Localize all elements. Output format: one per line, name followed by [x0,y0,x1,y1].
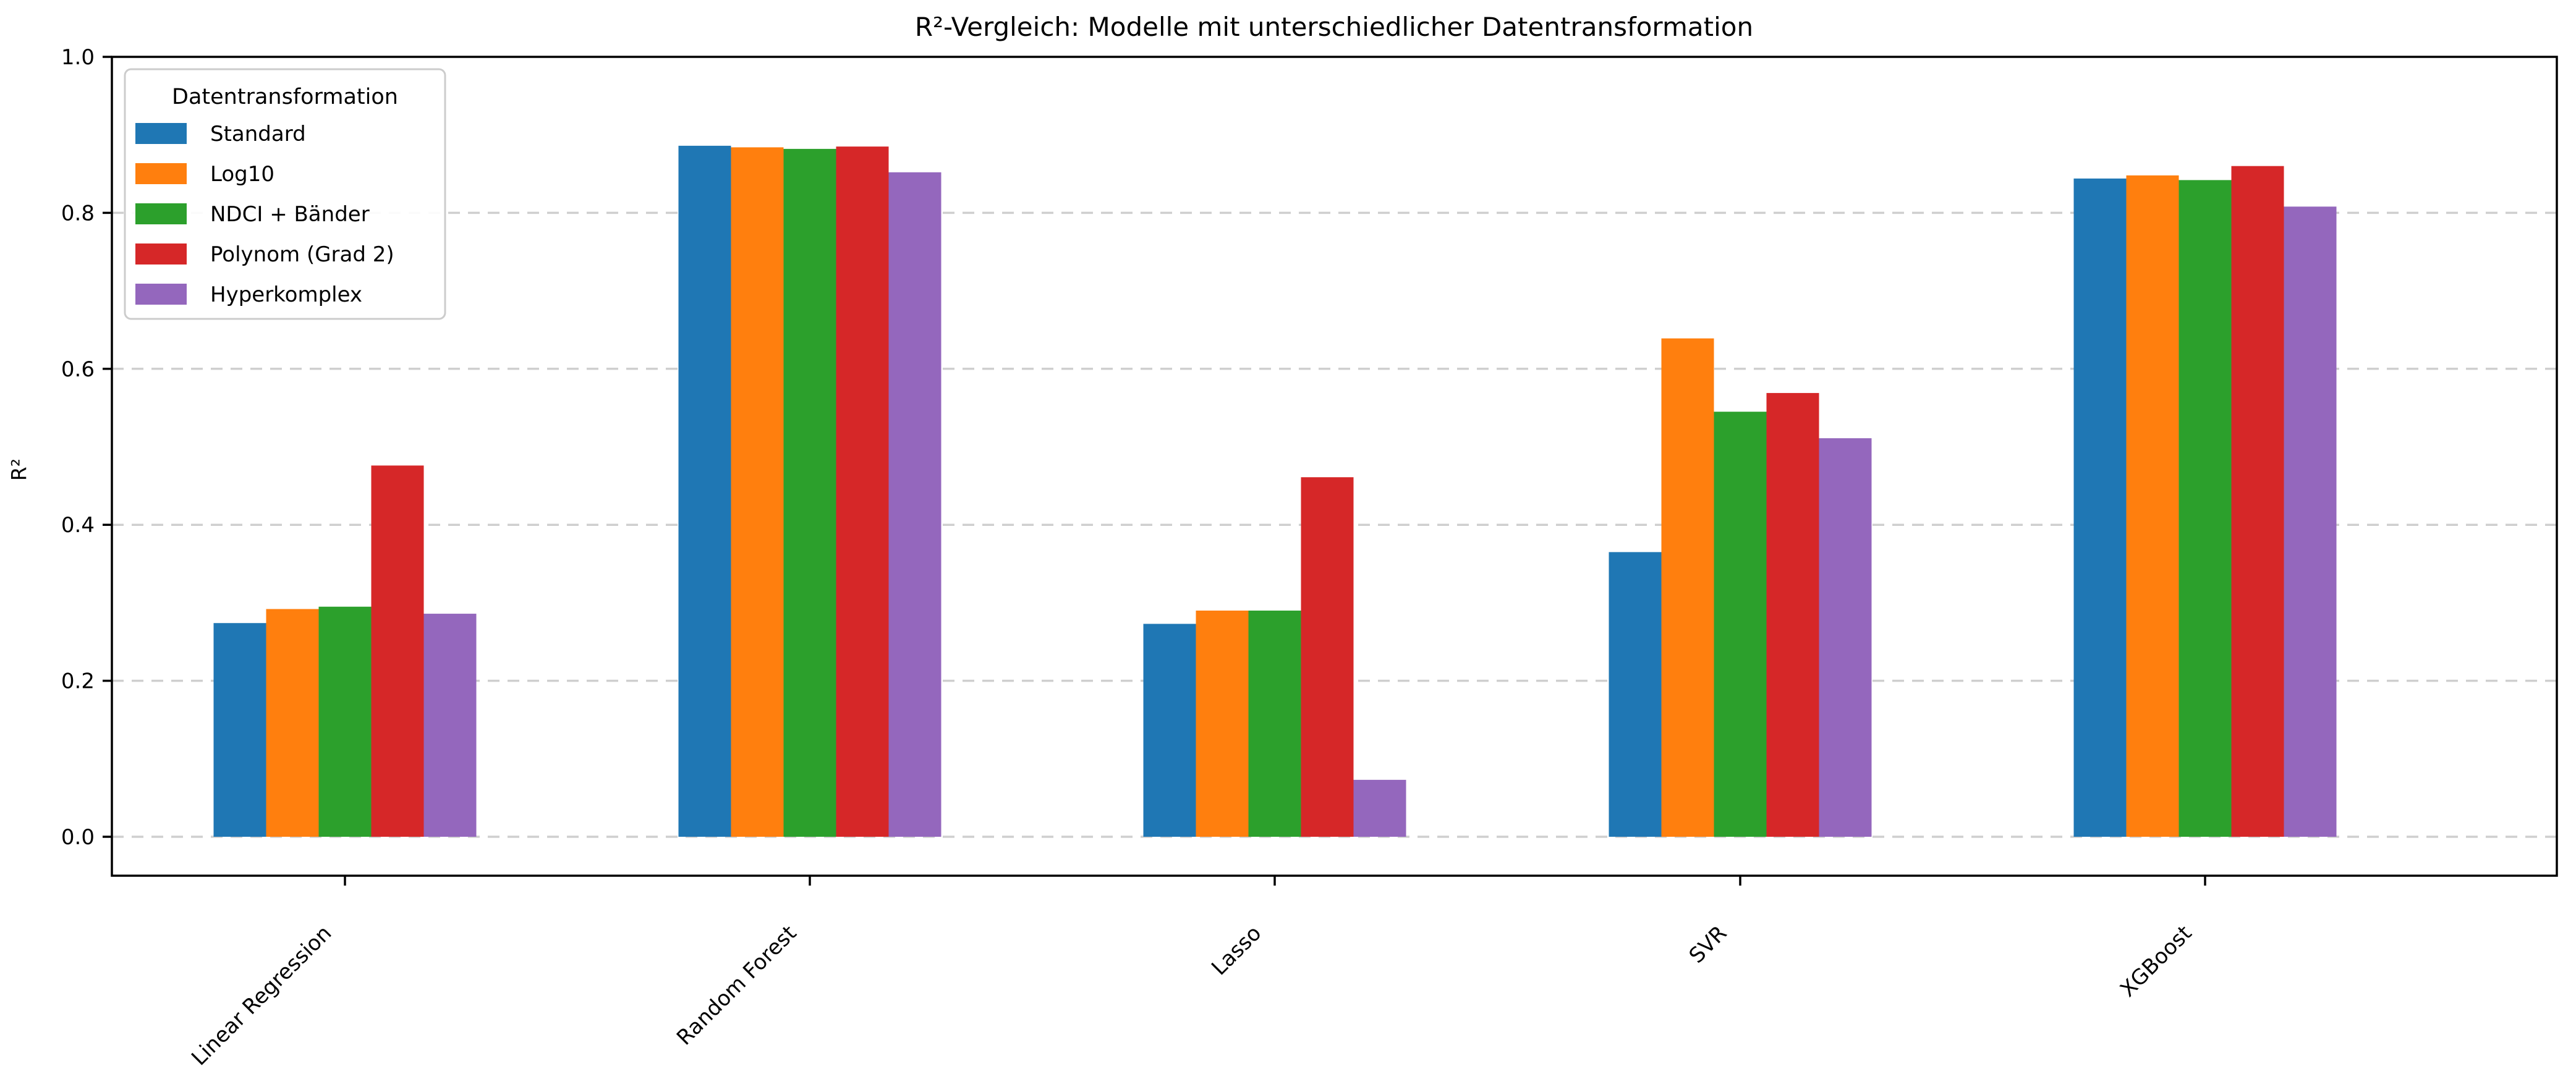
bar-random-forest-5 [888,172,942,837]
bar-random-forest-4 [836,146,889,837]
bar-layer [213,145,2337,837]
legend-swatch-2 [135,163,187,184]
x-tick-label: SVR [1685,921,1732,968]
bar-xgboost-4 [2231,166,2284,837]
bar-linear-regression-4 [371,465,424,837]
bar-svr-2 [1661,338,1714,837]
bar-random-forest-1 [678,145,731,837]
x-tick-label: Linear Regression [187,921,336,1070]
bar-lasso-2 [1196,611,1249,837]
legend: Datentransformation Standard Log10 NDCI + B… [124,68,446,320]
plot-frame [111,56,2558,877]
chart-title: R²-Vergleich: Modelle mit unterschiedlic… [915,12,1753,42]
legend-swatch-4 [135,243,187,265]
legend-label-2: Log10 [210,162,274,187]
y-axis-label: R² [7,459,31,481]
y-tick-label: 0.2 [61,669,95,694]
legend-label-5: Hyperkomplex [210,282,362,307]
bar-svr-4 [1766,392,1819,837]
bar-lasso-1 [1143,624,1196,837]
legend-label-3: NDCI + Bänder [210,202,370,227]
legend-swatch-1 [135,123,187,144]
legend-box [124,68,446,320]
bar-svr-5 [1819,438,1872,837]
bar-xgboost-1 [2073,178,2127,837]
bar-svr-3 [1714,412,1767,837]
legend-label-4: Polynom (Grad 2) [210,242,394,267]
bar-lasso-4 [1301,477,1354,837]
bar-random-forest-2 [731,147,784,837]
legend-swatch-3 [135,203,187,224]
y-tick-label: 0.8 [61,201,95,226]
x-tick-label: XGBoost [2115,921,2196,1002]
legend-label-1: Standard [210,122,306,146]
y-tick-label: 0.0 [61,825,95,850]
bar-linear-regression-1 [213,623,266,837]
legend-title: Datentransformation [172,85,398,109]
legend-swatch-5 [135,284,187,305]
bar-linear-regression-3 [318,606,372,837]
bar-lasso-5 [1353,779,1406,837]
bar-lasso-3 [1248,611,1301,837]
bar-linear-regression-5 [423,614,477,837]
bar-random-forest-3 [783,148,836,837]
x-tick-label: Random Forest [672,921,801,1050]
bar-linear-regression-2 [266,609,319,837]
y-tick-label: 0.4 [61,513,95,538]
y-tick-label: 1.0 [61,45,95,70]
bar-svr-1 [1609,552,1662,837]
y-tick-label: 0.6 [61,357,95,382]
x-tick-label: Lasso [1207,921,1266,980]
bar-xgboost-3 [2179,180,2232,837]
bar-xgboost-2 [2126,175,2179,837]
bar-xgboost-5 [2284,206,2337,837]
